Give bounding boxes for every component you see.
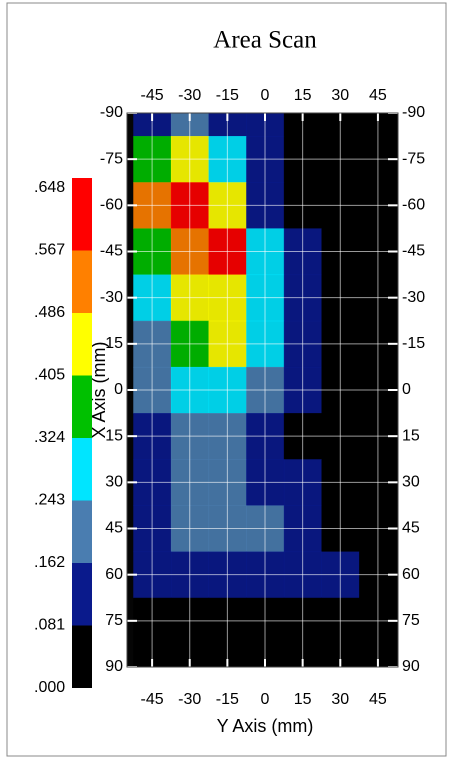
colorbar-segment (72, 500, 92, 563)
y-tick-label: 0 (402, 381, 411, 398)
y-tick-label: -15 (402, 335, 425, 352)
x-tick-label: -15 (216, 87, 239, 104)
x-tick-label: 15 (294, 691, 312, 708)
y-tick-label: 30 (402, 474, 420, 491)
frame (6, 2, 447, 757)
colorbar-label: .486 (34, 304, 65, 321)
colorbar-label: .324 (34, 429, 65, 446)
colorbar-segment (72, 625, 92, 688)
y-tick-label: 15 (402, 427, 420, 444)
colorbar-label: .243 (34, 492, 65, 509)
y-tick-label: -60 (100, 197, 123, 214)
y-tick-label: 30 (105, 474, 123, 491)
colorbar-segment (72, 250, 92, 313)
y-tick-label: 45 (402, 520, 420, 537)
x-tick-label: -30 (178, 87, 201, 104)
x-axis-label: Y Axis (mm) (217, 716, 314, 736)
y-tick-label: -60 (402, 197, 425, 214)
y-tick-label: -45 (100, 243, 123, 260)
colorbar-label: .162 (34, 554, 65, 571)
y-tick-label: 60 (402, 566, 420, 583)
colorbar-segment (72, 178, 92, 251)
x-tick-label: 30 (331, 691, 349, 708)
y-tick-label: -45 (402, 243, 425, 260)
y-axis-label: X Axis (mm) (89, 342, 109, 439)
chart-title: Area Scan (213, 27, 317, 54)
y-tick-label: 90 (402, 658, 420, 675)
colorbar-segment (72, 313, 92, 376)
colorbar-label: .000 (34, 679, 65, 696)
colorbar-segment (72, 375, 92, 438)
colorbar-segment (72, 438, 92, 501)
y-tick-label: -15 (100, 335, 123, 352)
x-tick-label: 45 (369, 691, 387, 708)
y-tick-label: -90 (402, 104, 425, 121)
x-tick-label: 30 (331, 87, 349, 104)
y-tick-label: -30 (100, 289, 123, 306)
y-tick-label: -75 (402, 150, 425, 167)
y-tick-label: 75 (402, 612, 420, 629)
y-tick-label: -75 (100, 150, 123, 167)
x-tick-label: 0 (261, 691, 270, 708)
y-tick-label: 60 (105, 566, 123, 583)
colorbar-label: .567 (34, 242, 65, 259)
y-tick-label: 90 (105, 658, 123, 675)
y-tick-label: 45 (105, 520, 123, 537)
colorbar-label: .081 (34, 617, 65, 634)
x-tick-label: -15 (216, 691, 239, 708)
x-tick-label: 0 (261, 87, 270, 104)
x-tick-label: -30 (178, 691, 201, 708)
plot-border (126, 112, 399, 668)
x-tick-label: -45 (141, 691, 164, 708)
colorbar-segment (72, 563, 92, 626)
y-tick-label: -30 (402, 289, 425, 306)
colorbar-label: .648 (34, 179, 65, 196)
y-tick-label: -90 (100, 104, 123, 121)
x-tick-label: -45 (141, 87, 164, 104)
y-tick-label: 0 (114, 381, 123, 398)
y-tick-label: 15 (105, 427, 123, 444)
x-tick-label: 45 (369, 87, 387, 104)
y-tick-label: 75 (105, 612, 123, 629)
colorbar-label: .405 (34, 367, 65, 384)
x-tick-label: 15 (294, 87, 312, 104)
